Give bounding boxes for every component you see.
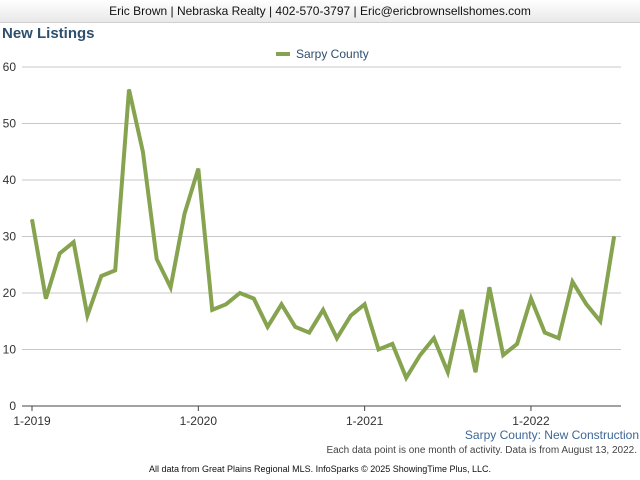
data-point: [460, 309, 463, 311]
y-tick-label: 10: [3, 343, 17, 357]
x-tick-label: 1-2022: [512, 414, 550, 428]
y-tick-label: 60: [3, 60, 17, 74]
data-point: [557, 337, 560, 340]
series-layer: [30, 88, 617, 383]
data-point: [322, 309, 324, 311]
data-point: [363, 303, 366, 306]
data-point: [530, 297, 532, 300]
y-tick-label: 0: [9, 399, 16, 413]
data-point: [197, 167, 200, 170]
data-point: [377, 348, 380, 351]
data-point: [308, 331, 311, 334]
data-point: [613, 235, 615, 238]
data-point: [349, 314, 352, 317]
data-point: [474, 371, 477, 373]
data-point: [294, 326, 297, 328]
y-tick-label: 30: [3, 230, 17, 244]
x-tick-label: 1-2021: [346, 414, 384, 428]
data-point: [585, 303, 588, 306]
data-point: [488, 286, 491, 289]
data-point: [447, 371, 449, 373]
data-point: [405, 376, 408, 379]
data-point: [419, 354, 421, 356]
legend-swatch: [276, 52, 290, 56]
data-point: [45, 297, 47, 300]
data-point: [86, 314, 89, 317]
data-point: [502, 354, 505, 356]
data-point: [239, 292, 241, 294]
data-point: [225, 303, 227, 306]
data-point: [391, 343, 394, 345]
data-point: [599, 320, 602, 323]
data-point: [155, 258, 158, 260]
data-point: [252, 297, 255, 300]
data-point: [433, 337, 435, 340]
data-point: [72, 241, 75, 243]
chart-subtitle: Sarpy County: New Construction: [464, 428, 639, 442]
grid-lines: [22, 66, 621, 350]
data-point: [516, 343, 518, 345]
data-point: [280, 303, 283, 306]
contact-banner: Eric Brown | Nebraska Realty | 402-570-3…: [0, 0, 640, 23]
data-point: [183, 213, 186, 215]
data-point: [336, 337, 338, 340]
data-point: [100, 275, 103, 277]
data-point: [114, 269, 116, 272]
contact-text: Eric Brown | Nebraska Realty | 402-570-3…: [109, 4, 531, 18]
legend-label: Sarpy County: [296, 47, 369, 61]
x-tick-label: 1-2019: [13, 414, 51, 428]
y-tick-label: 50: [3, 117, 17, 131]
data-point: [544, 331, 546, 334]
chart-legend: Sarpy County: [276, 46, 369, 62]
data-note: Each data point is one month of activity…: [326, 445, 637, 456]
data-point: [31, 218, 33, 221]
x-tick-label: 1-2020: [180, 414, 218, 428]
data-point: [211, 309, 213, 311]
axes: 0 10 20 30 40 50 60 1-2019 1-2020 1-2021 1-2022: [3, 60, 621, 428]
data-point: [571, 280, 574, 283]
source-footer: All data from Great Plains Regional MLS.…: [149, 464, 491, 474]
data-point: [142, 150, 144, 153]
data-point: [169, 286, 172, 289]
data-point: [266, 326, 269, 328]
series-line-0: [30, 89, 617, 383]
chart-title: New Listings: [2, 25, 95, 42]
data-point: [58, 252, 61, 255]
y-tick-label: 20: [3, 286, 17, 300]
y-tick-label: 40: [3, 173, 17, 187]
data-point: [128, 88, 130, 91]
